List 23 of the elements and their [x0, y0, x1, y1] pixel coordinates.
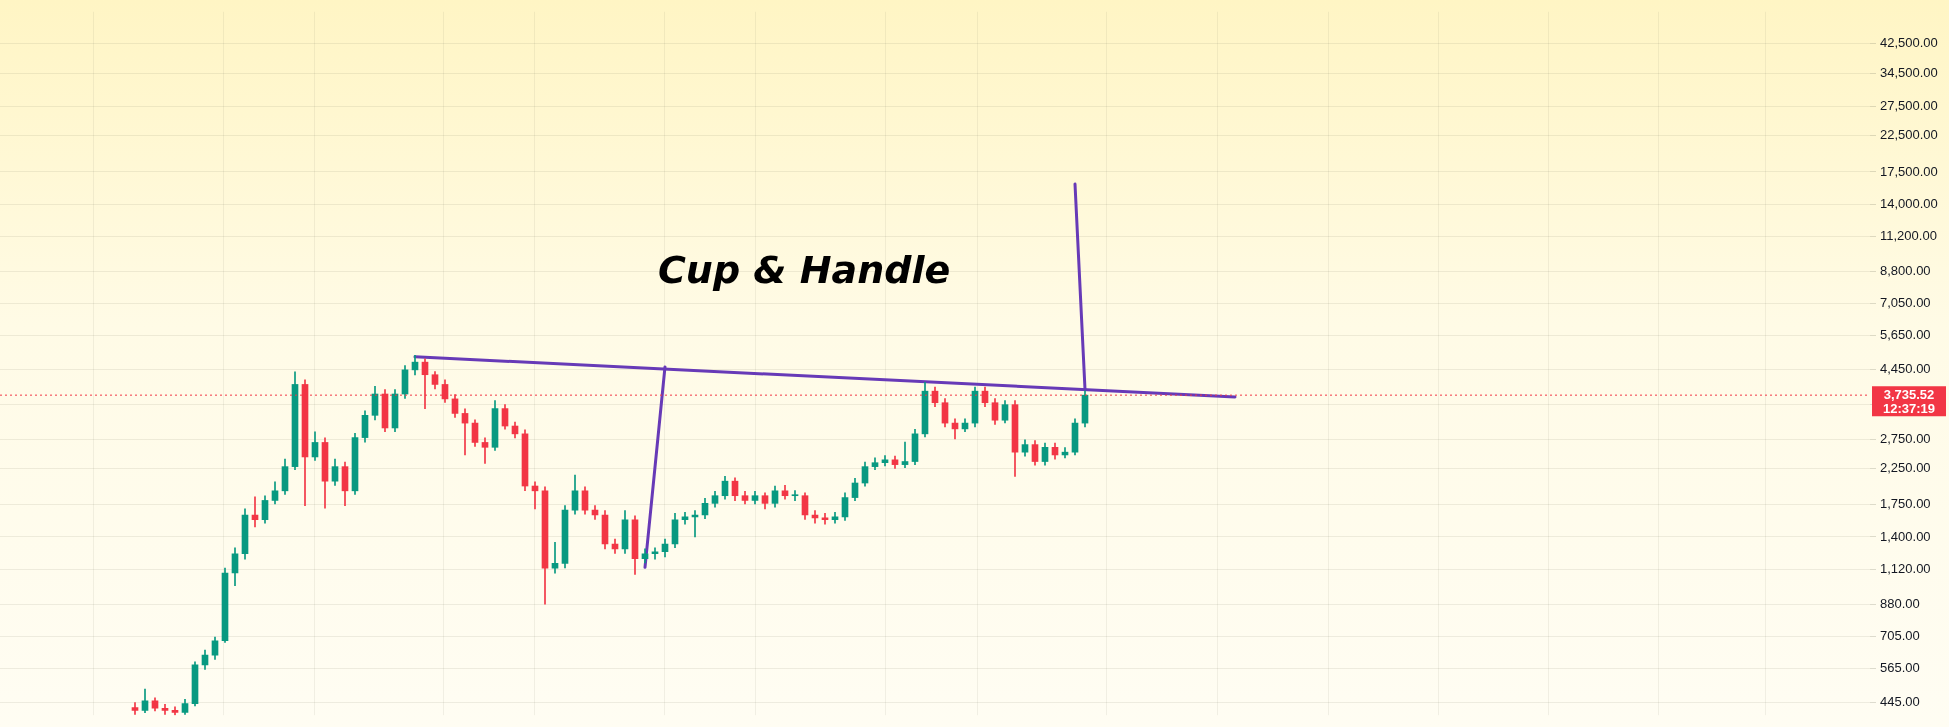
y-tick-label: 34,500.00	[1880, 65, 1938, 81]
ref-line-label: 3,735.52	[1883, 386, 1935, 402]
y-tick-label: 11,200.00	[1880, 228, 1937, 244]
y-tick-label: 2,250.00	[1880, 460, 1931, 475]
y-tick-label: 8,800.00	[1880, 262, 1931, 278]
y-tick-label: 880.00	[1880, 595, 1920, 611]
annotation: Cup & Handle	[657, 247, 951, 292]
y-tick-label: 2,750.00	[1880, 431, 1931, 446]
y-tick-label: 5,650.00	[1880, 326, 1931, 342]
y-tick-label: 4,450.00	[1880, 361, 1931, 377]
y-tick-label: 14,000.00	[1880, 195, 1938, 211]
y-tick-label: 27,500.00	[1880, 98, 1938, 114]
y-tick-label: 17,500.00	[1880, 163, 1938, 179]
y-tick-label: 705.00	[1880, 627, 1920, 643]
text: 12:37:19	[1882, 400, 1936, 416]
y-tick-label: 7,050.00	[1880, 294, 1931, 310]
y-tick-label: 565.00	[1880, 659, 1920, 675]
y-tick-label: 42,500.00	[1880, 35, 1938, 51]
y-tick-label: 1,750.00	[1880, 496, 1931, 512]
y-tick-label: 1,120.00	[1880, 560, 1931, 576]
y-tick-label: 445.00	[1880, 694, 1920, 710]
y-tick-label: 1,400.00	[1880, 528, 1931, 544]
y-tick-label: 22,500.00	[1880, 127, 1938, 143]
